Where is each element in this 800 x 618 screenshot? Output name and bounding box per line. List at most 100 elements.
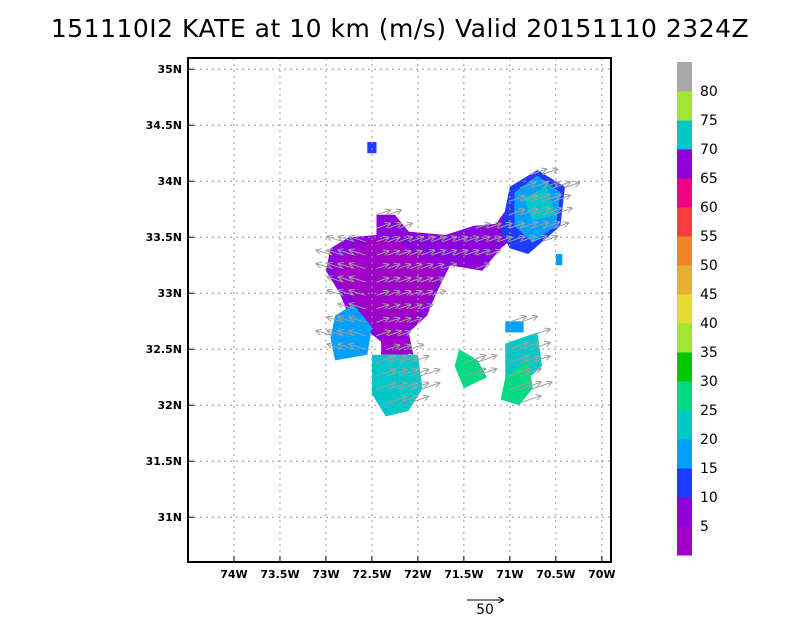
- wind-vector: [387, 356, 407, 364]
- wind-vector: [350, 264, 366, 270]
- wind-vector: [420, 383, 440, 390]
- wind-speed-shading: [325, 142, 565, 417]
- colorbar-segment: [677, 207, 692, 237]
- y-tick-label: 32.5N: [146, 343, 182, 356]
- wind-vector: [475, 237, 489, 243]
- region-south-teal: [371, 354, 423, 417]
- wind-vector: [552, 208, 572, 216]
- wind-vector: [398, 383, 418, 390]
- wind-vector: [552, 195, 570, 202]
- wind-vector: [387, 345, 400, 350]
- wind-vector: [508, 196, 524, 202]
- wind-vector: [431, 264, 444, 270]
- colorbar-segment: [677, 149, 692, 179]
- wind-vector: [464, 250, 479, 256]
- wind-vector: [398, 237, 413, 243]
- wind-vector: [387, 278, 400, 283]
- wind-vector: [519, 396, 541, 404]
- colorbar-segment: [677, 178, 692, 208]
- colorbar: 5 10 15 20 25 30 35 40 45 50 55 60 65 70 75 80: [677, 62, 718, 556]
- wind-vector: [409, 278, 422, 283]
- wind-vector: [475, 369, 496, 377]
- wind-vector: [519, 183, 535, 189]
- wind-vector: [350, 277, 366, 283]
- wind-vector: [398, 251, 411, 256]
- colorbar-label: 75: [700, 113, 718, 129]
- wind-vector: [453, 250, 468, 256]
- wind-vector: [350, 344, 366, 350]
- wind-vector: [519, 195, 537, 202]
- wind-vector: [530, 356, 550, 364]
- wind-vector: [376, 356, 396, 364]
- wind-vector: [519, 222, 537, 229]
- wind-vector: [350, 290, 366, 296]
- colorbar-segment: [677, 265, 692, 295]
- wind-vector: [442, 264, 456, 270]
- wind-vector: [409, 237, 423, 243]
- wind-vector: [387, 251, 400, 256]
- wind-vector: [387, 318, 400, 323]
- reference-label: 50: [476, 602, 494, 618]
- wind-vector: [431, 250, 446, 256]
- colorbar-label: 50: [700, 258, 718, 274]
- colorbar-label: 55: [700, 229, 718, 245]
- wind-vector: [398, 396, 418, 404]
- wind-vector: [486, 237, 501, 243]
- x-tick-label: 73W: [312, 568, 339, 581]
- x-tick-label: 72.5W: [352, 568, 391, 581]
- wind-vector: [486, 250, 501, 256]
- colorbar-segment: [677, 352, 692, 382]
- wind-vector: [530, 236, 546, 243]
- colorbar-segment: [677, 323, 692, 353]
- colorbar-label: 15: [700, 461, 718, 477]
- wind-vector: [453, 237, 468, 243]
- y-tick-label: 34.5N: [146, 119, 182, 132]
- wind-vector: [398, 264, 411, 270]
- wind-vector: [398, 370, 418, 377]
- wind-vector: [398, 224, 413, 229]
- wind-vector: [519, 356, 539, 364]
- wind-vector: [350, 317, 366, 323]
- wind-vector: [486, 224, 501, 229]
- wind-vector: [530, 343, 550, 350]
- wind-vector: [376, 383, 396, 390]
- wind-vector: [409, 356, 429, 364]
- wind-vector: [398, 318, 411, 323]
- wind-vector: [387, 305, 400, 310]
- wind-vector: [398, 291, 411, 296]
- wind-vector: [420, 250, 435, 256]
- y-tick-label: 33.5N: [146, 231, 182, 244]
- wind-vector: [376, 238, 389, 243]
- wind-vector: [387, 264, 400, 270]
- y-tick-label: 34N: [157, 175, 182, 188]
- wind-vector: [541, 182, 559, 189]
- wind-vector: [475, 264, 489, 270]
- x-tick-label: 73.5W: [260, 568, 299, 581]
- wind-vector: [519, 343, 539, 350]
- wind-vector: [398, 345, 411, 350]
- wind-vector: [350, 331, 366, 337]
- wind-vector: [420, 278, 433, 283]
- wind-vector: [530, 195, 550, 202]
- wind-vector: [508, 223, 524, 229]
- x-tick-label: 72W: [404, 568, 431, 581]
- reference-vector: 50: [467, 600, 503, 618]
- wind-vector: [530, 382, 552, 390]
- colorbar-label: 60: [700, 200, 718, 216]
- region-main-purple: [335, 237, 441, 338]
- wind-vector: [409, 305, 422, 310]
- wind-vector: [398, 305, 411, 310]
- colorbar-label: 10: [700, 490, 718, 506]
- wind-vector: [376, 331, 390, 337]
- colorbar-label: 45: [700, 287, 718, 303]
- wind-vector: [530, 169, 546, 175]
- colorbar-segment: [677, 62, 692, 92]
- wind-vector: [464, 237, 479, 243]
- wind-vector: [420, 291, 433, 296]
- colorbar-label: 70: [700, 142, 718, 158]
- colorbar-segment: [677, 120, 692, 150]
- colorbar-label: 40: [700, 316, 718, 332]
- wind-vector: [464, 356, 486, 364]
- wind-vector: [409, 345, 423, 350]
- x-tick-label: 70W: [588, 568, 615, 581]
